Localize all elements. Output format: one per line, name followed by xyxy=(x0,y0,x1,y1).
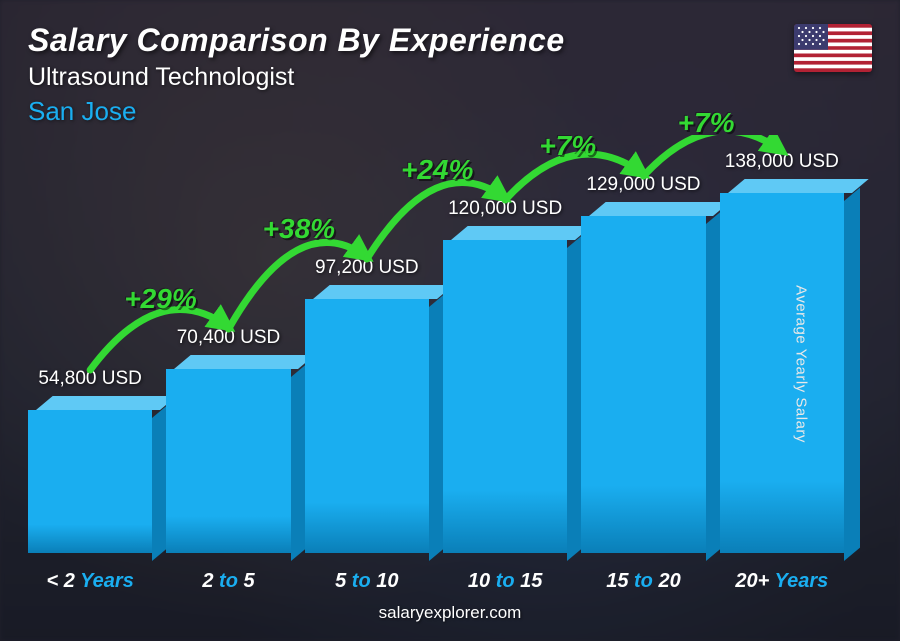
bar-column: 120,000 USD xyxy=(443,240,567,553)
bar-column: 97,200 USD xyxy=(305,299,429,553)
bar-value-label: 120,000 USD xyxy=(448,198,562,220)
x-axis-label: 10 to 15 xyxy=(443,570,567,593)
x-axis-label: 2 to 5 xyxy=(166,570,290,593)
infographic-container: Salary Comparison By Experience Ultrasou… xyxy=(0,0,900,641)
bar-value-label: 129,000 USD xyxy=(586,174,700,196)
bar-column: 129,000 USD xyxy=(581,216,705,553)
percent-increase-badge: +38% xyxy=(263,213,335,245)
bar-value-label: 54,800 USD xyxy=(38,368,142,390)
bar xyxy=(28,410,152,553)
x-axis-label: 15 to 20 xyxy=(581,570,705,593)
job-title: Ultrasound Technologist xyxy=(28,63,872,92)
bar-column: 54,800 USD xyxy=(28,410,152,553)
x-axis-label: 5 to 10 xyxy=(305,570,429,593)
bar-column: 70,400 USD xyxy=(166,369,290,553)
page-title: Salary Comparison By Experience xyxy=(28,22,872,59)
percent-increase-badge: +7% xyxy=(539,130,596,162)
bars-container: 54,800 USD70,400 USD97,200 USD120,000 US… xyxy=(28,135,844,553)
us-flag-icon xyxy=(794,24,872,72)
bar-value-label: 138,000 USD xyxy=(725,151,839,173)
percent-increase-badge: +24% xyxy=(401,154,473,186)
bar-column: 138,000 USD xyxy=(720,193,844,553)
footer-attribution: salaryexplorer.com xyxy=(28,593,872,623)
bar-value-label: 70,400 USD xyxy=(177,327,281,349)
bar xyxy=(581,216,705,553)
header: Salary Comparison By Experience Ultrasou… xyxy=(28,22,872,127)
x-axis-label: 20+ Years xyxy=(720,570,844,593)
bar xyxy=(720,193,844,553)
bar xyxy=(443,240,567,553)
bar-value-label: 97,200 USD xyxy=(315,257,419,279)
bar xyxy=(166,369,290,553)
percent-increase-badge: +29% xyxy=(124,283,196,315)
y-axis-label: Average Yearly Salary xyxy=(793,285,810,443)
chart-area: 54,800 USD70,400 USD97,200 USD120,000 US… xyxy=(28,135,872,593)
x-axis-label: < 2 Years xyxy=(28,570,152,593)
x-axis: < 2 Years 2 to 5 5 to 10 10 to 15 15 to 20 20… xyxy=(28,570,844,593)
location: San Jose xyxy=(28,96,872,127)
percent-increase-badge: +7% xyxy=(678,107,735,139)
bar xyxy=(305,299,429,553)
